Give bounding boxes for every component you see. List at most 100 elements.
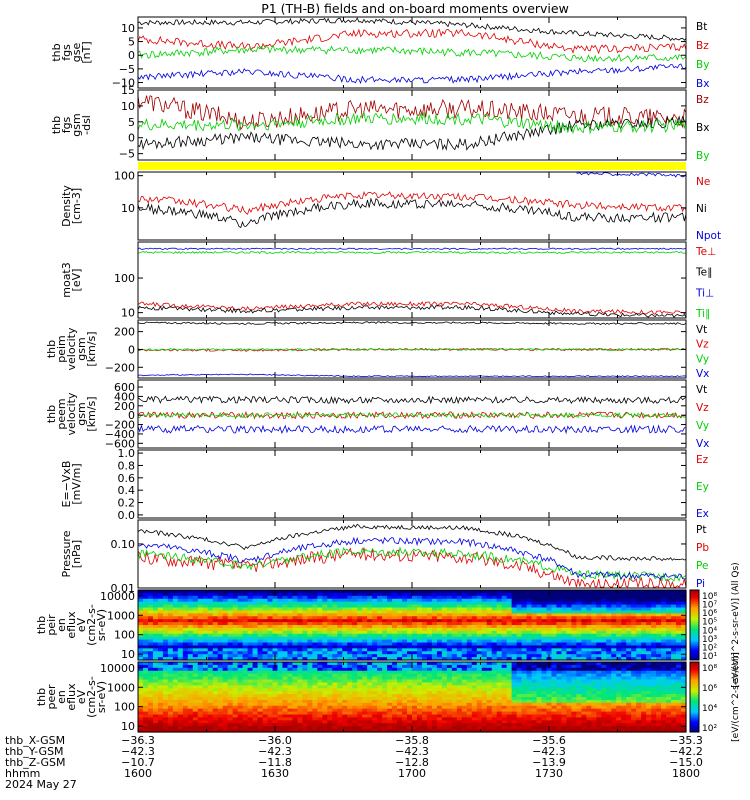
spectrogram-cell	[182, 601, 189, 606]
spectrogram-cell	[412, 726, 418, 730]
spectrogram-cell	[666, 654, 672, 658]
spectrogram-cell	[157, 679, 164, 684]
spectrogram-cell	[392, 664, 398, 669]
spectrogram-cell	[217, 685, 224, 689]
spectrogram-cell	[197, 688, 204, 692]
spectrogram-cell	[551, 657, 558, 661]
spectrogram-cell	[486, 627, 493, 632]
spectrogram-cell	[402, 679, 408, 684]
spectrogram-cell	[242, 711, 249, 716]
spectrogram-cell	[262, 729, 269, 733]
spectrogram-cell	[282, 642, 289, 647]
spectrogram-cell	[142, 627, 149, 632]
spectrogram-cell	[247, 648, 254, 652]
spectrogram-cell	[586, 604, 592, 609]
spectrogram-cell	[431, 633, 438, 638]
spectrogram-cell	[581, 598, 587, 603]
spectrogram-cell	[681, 625, 687, 629]
spectrogram-cell	[641, 601, 647, 606]
spectrogram-cell	[282, 685, 289, 689]
spectrogram-cell	[471, 691, 478, 695]
spectrogram-cell	[257, 657, 264, 661]
spectrogram-cell	[347, 705, 353, 710]
spectrogram-cell	[511, 723, 518, 727]
spectrogram-cell	[287, 685, 294, 689]
spectrogram-cell	[501, 648, 508, 652]
spectrogram-cell	[456, 636, 463, 641]
spectrogram-cell	[431, 651, 438, 655]
spectrogram-cell	[138, 670, 144, 675]
spectrogram-cell	[531, 604, 538, 609]
spectrogram-cell	[347, 648, 353, 652]
spectrogram-cell	[606, 657, 612, 661]
spectrogram-cell	[671, 601, 677, 606]
spectrogram-cell	[367, 613, 373, 617]
spectrogram-cell	[561, 648, 568, 652]
spectrogram-cell	[426, 610, 433, 614]
spectrogram-cell	[641, 654, 647, 658]
spectrogram-cell	[426, 694, 433, 698]
spectrogram-cell	[282, 645, 289, 649]
spectrogram-cell	[451, 688, 458, 692]
spectrogram-cell	[421, 691, 428, 695]
spectrogram-cell	[192, 729, 199, 733]
spectrogram-cell	[586, 639, 592, 644]
spectrogram-cell	[332, 619, 338, 623]
spectrogram-cell	[247, 622, 254, 626]
spectrogram-cell	[232, 726, 239, 730]
spectrogram-cell	[431, 595, 438, 600]
spectrogram-cell	[641, 648, 647, 652]
spectrogram-cell	[377, 662, 383, 666]
spectrogram-cell	[621, 598, 627, 603]
spectrogram-cell	[377, 633, 383, 638]
spectrogram-cell	[332, 667, 338, 672]
spectrogram-cell	[671, 610, 677, 614]
spectrogram-cell	[446, 711, 453, 716]
spectrogram-cell	[272, 720, 279, 724]
spectrogram-cell	[252, 664, 259, 669]
spectrogram-cell	[262, 651, 269, 655]
spectrogram-cell	[352, 711, 358, 716]
spectrogram-cell	[651, 604, 657, 609]
spectrogram-cell	[431, 723, 438, 727]
spectrogram-cell	[322, 601, 328, 606]
spectrogram-cell	[471, 685, 478, 689]
spectrogram-cell	[387, 682, 393, 686]
spectrogram-cell	[586, 616, 592, 620]
spectrogram-cell	[661, 625, 667, 629]
spectrogram-cell	[382, 676, 388, 681]
spectrogram-cell	[471, 673, 478, 678]
spectrogram-cell	[322, 670, 328, 675]
spectrogram-cell	[157, 708, 164, 713]
spectrogram-cell	[576, 622, 582, 626]
spectrogram-cell	[272, 633, 279, 638]
spectrogram-cell	[506, 726, 513, 730]
spectrogram-cell	[147, 625, 154, 629]
spectrogram-cell	[232, 619, 239, 623]
spectrogram-cell	[466, 598, 473, 603]
spectrogram-cell	[337, 708, 343, 713]
y-axis-label-line: peim	[55, 335, 68, 363]
spectrogram-cell	[222, 699, 229, 704]
spectrogram-cell	[631, 648, 637, 652]
spectrogram-cell	[362, 694, 368, 698]
spectrogram-cell	[531, 639, 538, 644]
spectrogram-cell	[451, 723, 458, 727]
spectrogram-cell	[426, 633, 433, 638]
spectrogram-cell	[581, 616, 587, 620]
spectrogram-cell	[481, 726, 488, 730]
spectrogram-cell	[372, 633, 378, 638]
spectrogram-cell	[177, 726, 184, 730]
spectrogram-cell	[292, 723, 299, 727]
spectrogram-cell	[207, 662, 214, 666]
spectrogram-cell	[421, 651, 428, 655]
spectrogram-cell	[232, 682, 239, 686]
spectrogram-cell	[506, 592, 513, 597]
spectrogram-cell	[591, 595, 597, 600]
spectrogram-cell	[641, 630, 647, 635]
spectrogram-cell	[671, 639, 677, 644]
spectrogram-cell	[626, 601, 632, 606]
spectrogram-cell	[382, 595, 388, 600]
spectrogram-cell	[486, 619, 493, 623]
spectrogram-cell	[511, 691, 518, 695]
